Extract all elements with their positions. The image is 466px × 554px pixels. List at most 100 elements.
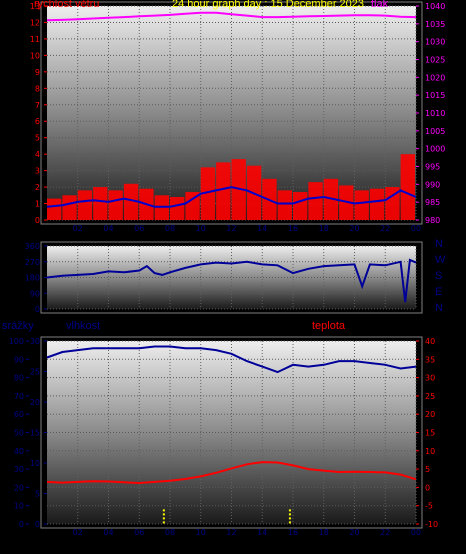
compass-e: E (435, 286, 443, 298)
wind-bar (385, 187, 400, 220)
y-tick-label: 1 (35, 200, 40, 209)
rain-tick-label: 40 (14, 447, 24, 456)
y-tick-label: 2 (35, 183, 40, 192)
wind-bar (62, 195, 77, 220)
rain-tick-label: 10 (14, 502, 24, 511)
y-tick-label: 6 (35, 117, 40, 126)
y-right-tick-label: 15 (425, 429, 435, 438)
wind-bar (369, 188, 385, 220)
plot-frame (40, 336, 423, 529)
y-right-tick-label: 5 (425, 465, 430, 474)
y-tick-label: 7 (35, 101, 40, 110)
y-tick-label: 20 (30, 398, 40, 407)
y-right-tick-label: 1010 (425, 109, 445, 118)
x-tick-label: 04 (103, 528, 113, 537)
y-right-tick-label: 40 (425, 337, 435, 346)
x-tick-label: 10 (196, 528, 206, 537)
rain-tick-label: 30 (14, 465, 24, 474)
y-right-tick-label: 1040 (425, 2, 445, 11)
temperature-series (46, 461, 417, 485)
temperature-label: teplota (312, 320, 346, 332)
wind-bar (108, 190, 123, 220)
wind-direction-series (46, 258, 417, 303)
y-right-tick-label: 25 (425, 392, 435, 401)
y-right-tick-label: -5 (425, 502, 433, 511)
x-tick-label: 08 (165, 224, 175, 233)
x-tick-label: 12 (226, 224, 236, 233)
plot-background (47, 246, 416, 309)
rain-tick-label: 60 (14, 410, 24, 419)
y-right-tick-label: 1000 (425, 145, 445, 154)
rain-label: srážky (2, 320, 34, 332)
y-right-tick-label: 20 (425, 410, 435, 419)
compass-n2: N (435, 302, 443, 314)
wind-bar (200, 167, 216, 220)
y-tick-label: 10 (30, 51, 40, 60)
y-tick-label: 0 (35, 305, 40, 314)
x-tick-label: 14 (257, 224, 267, 233)
x-tick-label: 18 (319, 224, 329, 233)
x-tick-label: 04 (103, 224, 113, 233)
wind-label: rychlost větru (34, 0, 100, 10)
pressure-series (46, 11, 417, 22)
y-tick-label: 15 (30, 429, 40, 438)
x-tick-label: 20 (349, 224, 359, 233)
chart-title: 24 hour graph day : 15 December 2023 (172, 0, 365, 10)
y-tick-label: 11 (30, 35, 40, 44)
y-right-tick-label: 10 (425, 447, 435, 456)
y-tick-label: 0 (35, 216, 40, 225)
y-right-tick-label: 985 (425, 198, 440, 207)
y-right-tick-label: 35 (425, 355, 435, 364)
compass-w: W (435, 254, 446, 266)
pressure-label: tlak (371, 0, 389, 10)
x-tick-label: 02 (73, 528, 83, 537)
x-tick-label: 22 (380, 224, 390, 233)
y-tick-label: 30 (30, 337, 40, 346)
x-tick-label: 20 (349, 528, 359, 537)
y-tick-label: 10 (30, 459, 40, 468)
y-tick-label: 360 (25, 242, 40, 251)
y-tick-label: 5 (35, 490, 40, 499)
x-tick-label: 12 (226, 528, 236, 537)
y-right-tick-label: 1030 (425, 38, 445, 47)
rain-tick-label: 50 (14, 429, 24, 438)
x-tick-label: 00 (411, 224, 421, 233)
y-right-tick-label: 1035 (425, 20, 445, 29)
rain-tick-label: 100 (9, 337, 24, 346)
rain-tick-label: 70 (14, 392, 24, 401)
wind-bar (293, 192, 308, 220)
x-tick-label: 06 (134, 528, 144, 537)
y-right-tick-label: 0 (425, 483, 430, 492)
wind-bar (123, 183, 139, 220)
wind-bar (277, 190, 292, 220)
y-right-tick-label: -10 (425, 520, 438, 529)
wind-bar (400, 154, 415, 220)
wind-bar (216, 162, 231, 220)
wind-bar (93, 187, 108, 220)
rain-tick-label: 20 (14, 483, 24, 492)
x-tick-label: 14 (257, 528, 267, 537)
plot-frame (40, 1, 423, 225)
y-tick-label: 4 (35, 150, 40, 159)
y-tick-label: 0 (35, 520, 40, 529)
x-tick-label: 02 (73, 224, 83, 233)
y-tick-label: 3 (35, 167, 40, 176)
y-right-tick-label: 995 (425, 163, 440, 172)
rain-tick-label: 80 (14, 374, 24, 383)
x-tick-label: 16 (288, 528, 298, 537)
humidity-label: vlhkost (66, 320, 101, 332)
y-right-tick-label: 1020 (425, 73, 445, 82)
y-right-tick-label: 1025 (425, 56, 445, 65)
wind-bar (308, 182, 323, 220)
temp-humidity-panel: 02 04 06 08 10 12 14 16 18 20 22 000510152025300102… (9, 336, 438, 537)
wind-bar (185, 192, 200, 220)
y-tick-label: 13 (30, 2, 40, 11)
plot-frame (40, 241, 423, 314)
rain-tick-label: 0 (19, 520, 24, 529)
wind-bar (47, 198, 62, 220)
x-tick-label: 06 (134, 224, 144, 233)
y-right-tick-label: 990 (425, 180, 440, 189)
compass-n: N (435, 238, 443, 250)
y-right-tick-label: 980 (425, 216, 440, 225)
x-tick-label: 22 (380, 528, 390, 537)
